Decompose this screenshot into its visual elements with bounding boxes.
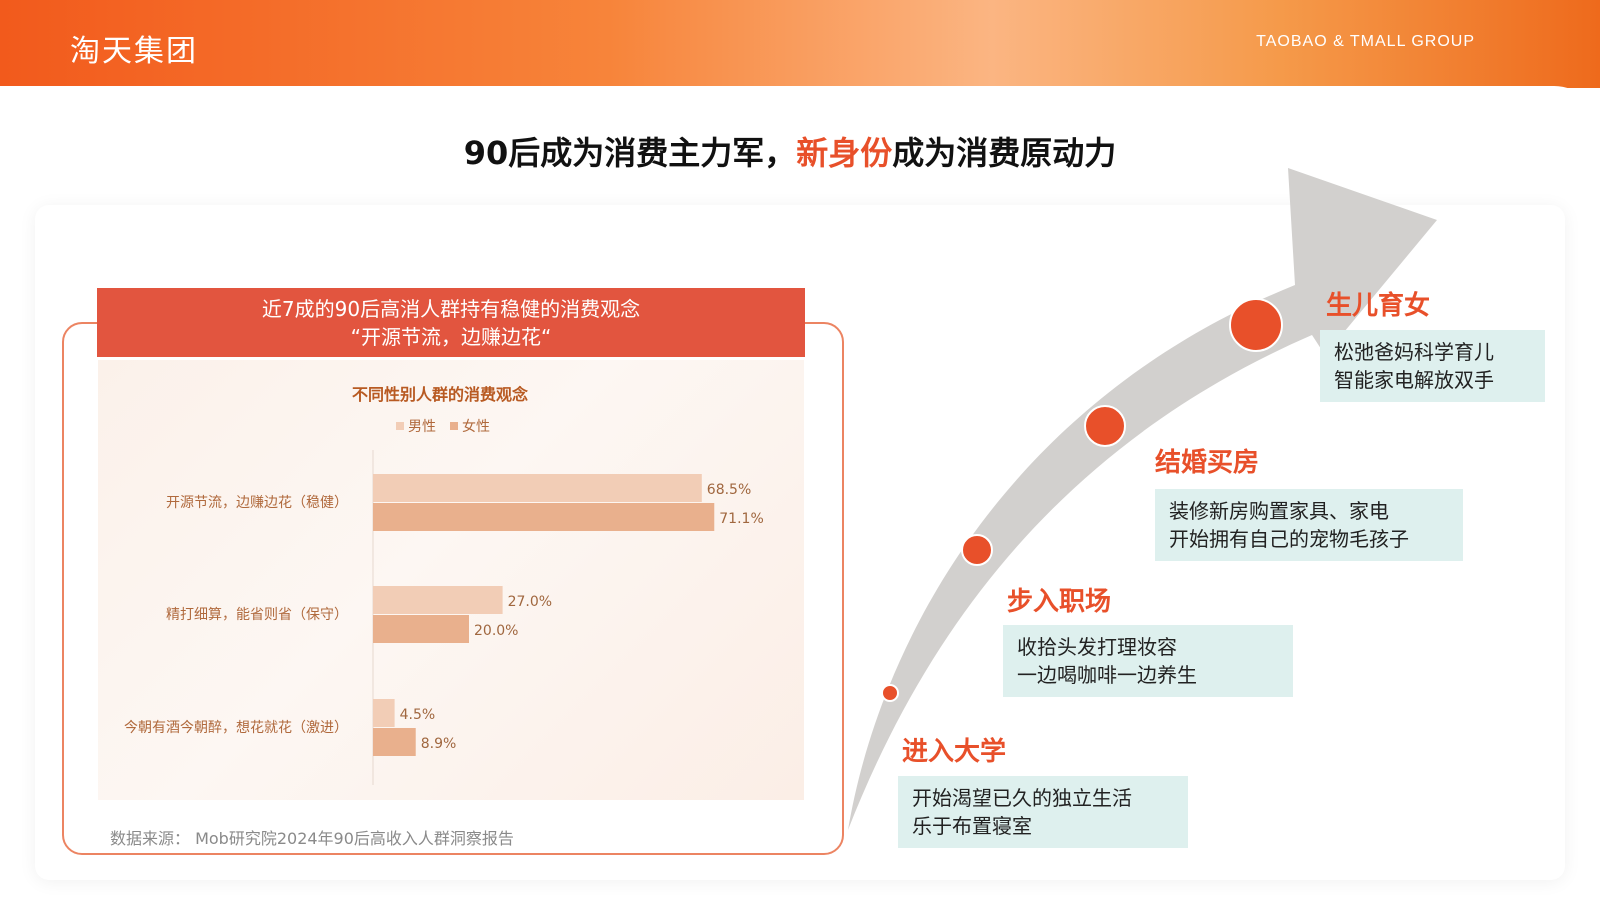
category-label-0: 开源节流，边赚边花（稳健）	[166, 495, 348, 511]
bar-0-0	[373, 474, 702, 502]
bar-label-1-2: 8.9%	[421, 736, 457, 752]
stage-parenting-line-1: 松弛爸妈科学育儿	[1334, 340, 1494, 364]
brand-name: TAOBAO & TMALL GROUP	[1256, 33, 1475, 50]
stage-title-marriage: 结婚买房	[1155, 448, 1260, 478]
stage-marriage-line-1: 装修新房购置家具、家电	[1169, 499, 1389, 523]
chart-area: 不同性别人群的消费观念男性 女性开源节流，边赚边花（稳健） 68.5% 71.1% 精打…	[98, 360, 804, 800]
bar-label-1-1: 20.0%	[474, 623, 518, 639]
stage-career-line-1: 收拾头发打理妆容	[1017, 635, 1177, 659]
stage-title-career: 步入职场	[1007, 587, 1112, 617]
milestone-dot-marriage	[1084, 405, 1126, 447]
header-bar: 淘天集团 TAOBAO & TMALL GROUP	[0, 0, 1600, 88]
title-part-2: 成为消费原动力	[892, 134, 1117, 172]
stage-box-parenting: 松弛爸妈科学育儿 智能家电解放双手	[1320, 330, 1545, 402]
stage-career-line-2: 一边喝咖啡一边养生	[1017, 663, 1197, 687]
legend-label-0: 男性	[408, 419, 436, 435]
page-title: 90后成为消费主力军，新身份成为消费原动力	[0, 128, 1580, 174]
bar-0-2	[373, 699, 395, 727]
growth-arrow	[848, 168, 1437, 830]
title-highlight: 新身份	[796, 134, 893, 172]
legend-label-1: 女性	[462, 418, 490, 435]
stage-box-career: 收拾头发打理妆容 一边喝咖啡一边养生	[1003, 625, 1293, 697]
milestone-dot-career	[961, 534, 993, 566]
milestone-dot-college	[881, 684, 899, 702]
stage-college-line-2: 乐于布置寝室	[912, 814, 1032, 838]
bar-label-0-1: 27.0%	[508, 594, 552, 610]
bar-label-0-2: 4.5%	[400, 707, 436, 723]
banner-line-2: “开源节流，边赚边花“	[350, 325, 552, 349]
bar-1-0	[373, 503, 715, 531]
stage-box-college: 开始渴望已久的独立生活 乐于布置寝室	[898, 776, 1188, 848]
stage-title-college: 进入大学	[902, 737, 1007, 767]
legend-swatch-1	[450, 422, 458, 430]
category-label-1: 精打细算，能省则省（保守）	[166, 606, 348, 623]
bar-0-1	[373, 586, 503, 614]
data-source-note: 数据来源： Mob研究院2024年90后高收入人群洞察报告	[110, 829, 514, 848]
stage-college-line-1: 开始渴望已久的独立生活	[912, 786, 1132, 810]
milestone-dot-parenting	[1229, 298, 1283, 352]
company-logo: 淘天集团	[70, 34, 198, 69]
bar-label-0-0: 68.5%	[707, 482, 751, 498]
title-part-1: 90后成为消费主力军，	[463, 134, 797, 172]
bar-1-1	[373, 615, 469, 643]
chart-title: 不同性别人群的消费观念	[352, 385, 529, 404]
stage-parenting-line-2: 智能家电解放双手	[1334, 368, 1494, 392]
banner-line-1: 近7成的90后高消人群持有稳健的消费观念	[261, 297, 641, 321]
stage-title-parenting: 生儿育女	[1326, 291, 1431, 321]
chart-panel-banner: 近7成的90后高消人群持有稳健的消费观念 “开源节流，边赚边花“	[97, 288, 805, 357]
stage-box-marriage: 装修新房购置家具、家电 开始拥有自己的宠物毛孩子	[1155, 489, 1463, 561]
category-label-2: 今朝有酒今朝醉，想花就花（激进）	[124, 719, 348, 736]
bar-label-1-0: 71.1%	[719, 511, 763, 527]
bar-1-2	[373, 728, 416, 756]
stage-marriage-line-2: 开始拥有自己的宠物毛孩子	[1169, 527, 1409, 551]
legend-swatch-0	[396, 422, 404, 430]
